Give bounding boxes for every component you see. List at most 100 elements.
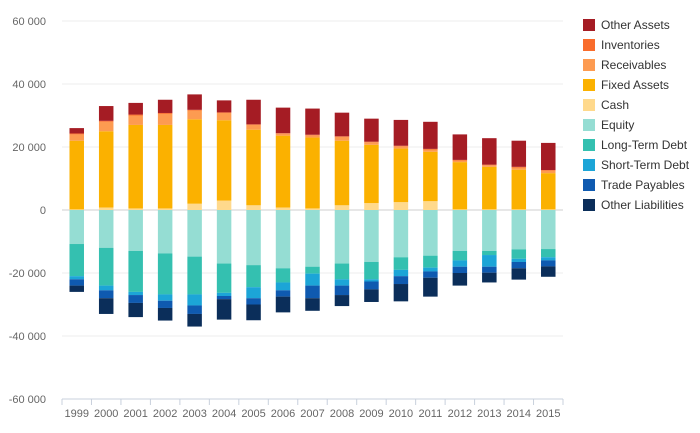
legend-item[interactable]: Cash bbox=[583, 98, 629, 112]
bar-segment-receivables bbox=[216, 112, 232, 121]
bar-segment-other-liabilities bbox=[452, 273, 468, 286]
bar-segment-other-liabilities bbox=[246, 304, 261, 321]
bar-segment-fixed-assets bbox=[334, 140, 350, 206]
bar-segment-other-liabilities bbox=[157, 307, 173, 321]
bar-segment-receivables bbox=[157, 113, 173, 125]
bar-segment-receivables bbox=[187, 110, 202, 120]
bar-segment-other-assets bbox=[128, 102, 143, 115]
bar-segment-cash bbox=[69, 209, 84, 210]
bar-segment-inventories bbox=[157, 112, 173, 114]
bar-segment-cash bbox=[157, 208, 173, 210]
bar-segment-inventories bbox=[305, 134, 320, 136]
bar-segment-inventories bbox=[69, 133, 84, 135]
bar-segment-equity bbox=[423, 210, 438, 256]
legend-item[interactable]: Inventories bbox=[583, 38, 660, 52]
bar-segment-inventories bbox=[482, 164, 497, 166]
bar-segment-receivables bbox=[69, 134, 84, 141]
bar-segment-receivables bbox=[452, 160, 468, 163]
y-tick-label: 0 bbox=[40, 205, 46, 217]
legend-item[interactable]: Fixed Assets bbox=[583, 78, 669, 92]
bar-segment-cash bbox=[216, 200, 232, 210]
bar-segment-other-liabilities bbox=[216, 299, 232, 320]
bar-segment-other-liabilities bbox=[128, 302, 143, 318]
bar-segment-fixed-assets bbox=[157, 124, 173, 209]
bar-segment-short-term-debt bbox=[246, 287, 261, 299]
bar-segment-fixed-assets bbox=[452, 162, 468, 210]
bar-segment-trade-payables bbox=[98, 290, 114, 299]
bar-segment-inventories bbox=[364, 141, 379, 143]
bar-segment-trade-payables bbox=[452, 266, 468, 273]
legend-item[interactable]: Trade Payables bbox=[583, 178, 685, 192]
x-tick-label: 2010 bbox=[389, 408, 413, 420]
x-tick-label: 2006 bbox=[271, 408, 295, 420]
bar-segment-long-term-debt bbox=[364, 261, 379, 280]
legend-item[interactable]: Other Assets bbox=[583, 18, 670, 32]
legend-item[interactable]: Receivables bbox=[583, 58, 666, 72]
bar-segment-fixed-assets bbox=[246, 129, 261, 206]
bar-segment-receivables bbox=[541, 170, 556, 174]
bar-segment-other-assets bbox=[423, 121, 438, 149]
bar-segment-short-term-debt bbox=[128, 291, 143, 296]
bar-segment-long-term-debt bbox=[187, 256, 202, 295]
bar-segment-other-liabilities bbox=[98, 298, 114, 314]
bar-segment-receivables bbox=[275, 133, 291, 136]
bar-segment-short-term-debt bbox=[187, 294, 202, 306]
bar-segment-long-term-debt bbox=[423, 255, 438, 268]
bar-segment-receivables bbox=[98, 121, 114, 132]
bar-segment-other-assets bbox=[69, 128, 84, 134]
bar-segment-other-assets bbox=[334, 112, 350, 137]
bar-segment-cash bbox=[482, 209, 497, 210]
bar-segment-short-term-debt bbox=[98, 285, 114, 291]
y-axis: 60 000 40 000 20 000 0 -20 000 -40 000 -60 000 bbox=[9, 16, 46, 406]
x-tick-label: 1999 bbox=[64, 408, 88, 420]
bar-segment-other-assets bbox=[275, 107, 291, 134]
legend-swatch bbox=[583, 179, 595, 191]
x-tick-label: 2015 bbox=[536, 408, 560, 420]
bar-segment-long-term-debt bbox=[69, 244, 84, 277]
bar-segment-other-assets bbox=[511, 140, 527, 167]
legend-label: Other Assets bbox=[601, 18, 670, 32]
bar-segment-inventories bbox=[128, 114, 143, 116]
x-tick-label: 2005 bbox=[241, 408, 265, 420]
bar-segment-receivables bbox=[511, 167, 527, 170]
bar-segment-short-term-debt bbox=[511, 258, 527, 262]
x-tick-label: 2007 bbox=[300, 408, 324, 420]
bar-segment-fixed-assets bbox=[541, 173, 556, 210]
bar-segment-other-assets bbox=[364, 118, 379, 142]
legend-label: Cash bbox=[601, 98, 629, 112]
legend-swatch bbox=[583, 79, 595, 91]
bar-segment-receivables bbox=[334, 136, 350, 141]
bar-segment-other-assets bbox=[216, 100, 232, 113]
bar-segment-equity bbox=[69, 210, 84, 245]
bar-segment-other-liabilities bbox=[334, 295, 350, 307]
bar-segment-other-assets bbox=[305, 108, 320, 135]
bar-segment-equity bbox=[157, 210, 173, 254]
legend-item[interactable]: Long-Term Debt bbox=[583, 138, 688, 152]
bar-segment-trade-payables bbox=[511, 261, 527, 269]
bar-segment-short-term-debt bbox=[216, 292, 232, 296]
bar-segment-trade-payables bbox=[305, 285, 320, 299]
legend-item[interactable]: Other Liabilities bbox=[583, 198, 684, 212]
bar-segment-equity bbox=[275, 210, 291, 269]
bar-segment-trade-payables bbox=[187, 305, 202, 314]
bar-segment-other-liabilities bbox=[511, 268, 527, 280]
bar-segment-inventories bbox=[511, 166, 527, 168]
bar-segment-trade-payables bbox=[541, 260, 556, 267]
bar-segment-cash bbox=[423, 201, 438, 210]
bar-segment-cash bbox=[452, 209, 468, 210]
bar-segment-trade-payables bbox=[393, 276, 409, 285]
bar-segment-fixed-assets bbox=[393, 148, 409, 203]
bar-segment-fixed-assets bbox=[305, 137, 320, 209]
bar-segment-fixed-assets bbox=[128, 124, 143, 209]
bar-segment-receivables bbox=[364, 142, 379, 145]
bar-segment-other-liabilities bbox=[482, 272, 497, 283]
legend-item[interactable]: Equity bbox=[583, 118, 634, 132]
bar-segment-receivables bbox=[482, 165, 497, 167]
bar-segment-other-liabilities bbox=[305, 298, 320, 311]
legend-item[interactable]: Short-Term Debt bbox=[583, 158, 690, 172]
bar-segment-other-liabilities bbox=[364, 289, 379, 302]
bar-segment-other-assets bbox=[98, 106, 114, 121]
bar-segment-fixed-assets bbox=[216, 120, 232, 201]
legend-swatch bbox=[583, 99, 595, 111]
bar-segment-trade-payables bbox=[334, 285, 350, 296]
